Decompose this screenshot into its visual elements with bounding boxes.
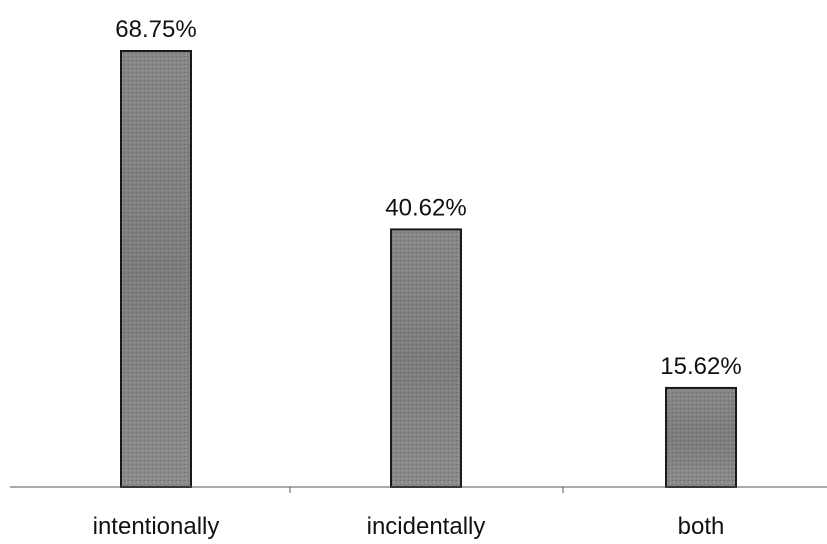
category-label-both: both bbox=[678, 513, 725, 540]
bar-shading bbox=[667, 388, 735, 486]
category-label-intentionally: intentionally bbox=[93, 513, 220, 540]
bars-layer bbox=[120, 50, 737, 488]
bar-shading bbox=[392, 230, 460, 486]
bar-shading bbox=[122, 52, 190, 486]
category-labels-layer: intentionally incidentally both bbox=[93, 513, 725, 540]
value-label-incidentally: 40.62% bbox=[385, 194, 466, 221]
value-labels-layer: 68.75% 40.62% 15.62% bbox=[115, 16, 741, 380]
category-label-incidentally: incidentally bbox=[367, 513, 486, 540]
value-label-both: 15.62% bbox=[660, 353, 741, 380]
x-axis bbox=[10, 486, 827, 493]
value-label-intentionally: 68.75% bbox=[115, 16, 196, 43]
